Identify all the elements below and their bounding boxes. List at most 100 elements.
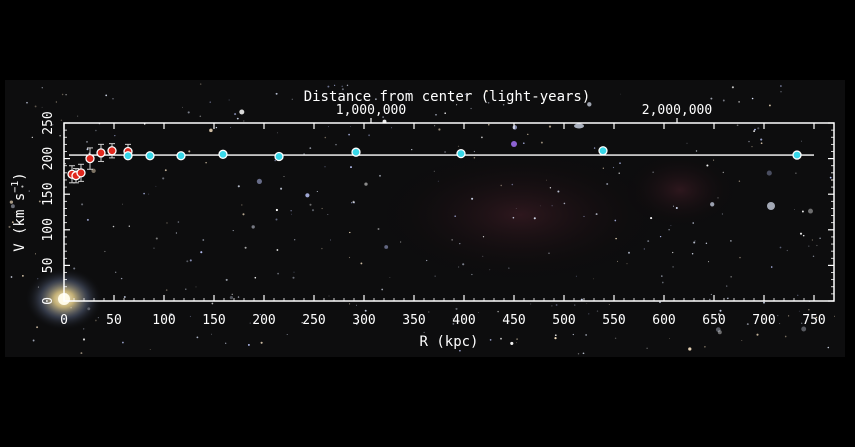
star: [686, 142, 688, 144]
data-points: [67, 143, 802, 184]
star: [444, 112, 446, 114]
x-axis-label: R (kpc): [419, 334, 478, 350]
star: [177, 221, 180, 223]
star: [643, 248, 645, 250]
star: [290, 210, 292, 212]
star: [327, 214, 329, 215]
star: [748, 140, 750, 143]
star: [244, 246, 247, 249]
star: [779, 246, 782, 249]
star: [827, 346, 830, 349]
star: [202, 239, 205, 241]
star: [211, 302, 214, 305]
star: [301, 322, 303, 324]
background-stars: [8, 83, 835, 355]
star: [153, 247, 155, 249]
star: [586, 303, 588, 304]
star: [798, 310, 800, 312]
star: [104, 250, 106, 253]
star: [51, 124, 54, 126]
star: [423, 331, 425, 333]
star: [286, 333, 288, 336]
star: [86, 141, 88, 143]
star: [539, 205, 541, 207]
star: [251, 225, 255, 229]
star: [335, 143, 337, 146]
star: [704, 345, 706, 348]
inner-data-point: [76, 168, 86, 178]
star: [196, 336, 199, 339]
star: [574, 304, 576, 306]
star: [647, 240, 650, 243]
star: [115, 271, 117, 273]
star: [341, 88, 344, 91]
star: [364, 182, 368, 186]
plot-frame: [63, 122, 835, 302]
star: [659, 301, 661, 304]
star: [710, 97, 713, 100]
star: [189, 259, 192, 262]
star: [754, 128, 756, 131]
inner-data-point: [85, 153, 95, 164]
star: [379, 174, 381, 177]
star: [360, 262, 363, 265]
star: [77, 115, 79, 117]
star: [381, 288, 384, 291]
star: [155, 237, 158, 240]
star: [382, 116, 384, 118]
star: [348, 256, 351, 259]
star: [437, 180, 439, 182]
star: [341, 85, 343, 88]
star: [162, 177, 165, 180]
star: [209, 101, 211, 103]
star: [438, 128, 441, 131]
star: [646, 347, 648, 349]
star: [688, 347, 692, 351]
star: [619, 162, 621, 164]
star: [80, 352, 83, 355]
star: [628, 251, 630, 254]
star: [195, 286, 197, 288]
star: [473, 150, 476, 153]
star: [232, 230, 234, 232]
star: [356, 304, 357, 306]
star: [462, 263, 465, 266]
nebula-glow: [620, 150, 740, 230]
star: [277, 272, 279, 275]
star: [652, 171, 654, 173]
star: [763, 301, 765, 304]
star: [596, 310, 599, 312]
y-axis-label-sup: −1: [10, 181, 21, 193]
star: [575, 275, 577, 277]
star: [34, 105, 37, 108]
star: [400, 241, 402, 243]
star: [81, 203, 84, 206]
star: [675, 206, 678, 210]
star: [280, 187, 283, 190]
star: [330, 239, 331, 241]
star: [708, 261, 710, 263]
y-tick-label: 100: [41, 218, 56, 241]
y-axis-label: V (km s−1): [10, 172, 28, 252]
y-tick-label: 0: [41, 297, 56, 305]
star: [122, 203, 123, 205]
star: [717, 313, 720, 316]
star: [21, 185, 24, 188]
star: [327, 126, 329, 128]
y-axis-label-main: V (km s: [12, 193, 28, 252]
star: [756, 333, 759, 336]
star: [35, 253, 36, 255]
x-tick-label: 50: [106, 313, 122, 328]
star: [819, 237, 821, 239]
star: [471, 197, 474, 200]
star: [508, 267, 510, 269]
star: [321, 247, 323, 250]
star: [65, 94, 67, 96]
star: [757, 127, 760, 130]
star: [59, 135, 61, 137]
x-tick-label: 0: [60, 313, 68, 328]
star: [515, 208, 517, 209]
star: [768, 104, 771, 107]
x-tick-label: 300: [352, 313, 375, 328]
